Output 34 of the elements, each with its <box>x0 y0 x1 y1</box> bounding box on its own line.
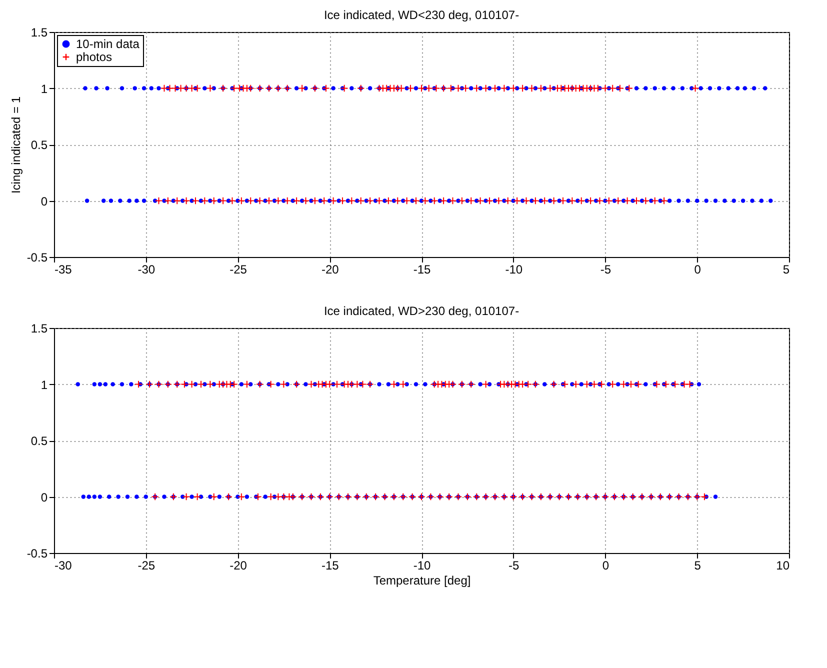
x-tick-label: -25 <box>230 262 248 276</box>
chart-title: Ice indicated, WD>230 deg, 010107- <box>324 304 520 318</box>
y-tick-label: -0.5 <box>26 250 48 264</box>
y-axis-title: Icing indicated = 1 <box>8 96 23 194</box>
x-tick-label: -25 <box>138 558 156 572</box>
x-tick-label: -15 <box>413 262 431 276</box>
y-tick-label: 0.5 <box>30 434 48 448</box>
x-tick-label: -30 <box>138 262 156 276</box>
x-tick-label: 5 <box>694 558 702 572</box>
x-tick-label: 0 <box>694 262 702 276</box>
chart-title: Ice indicated, WD<230 deg, 010107- <box>324 8 520 22</box>
legend-label: photos <box>76 50 112 64</box>
y-tick-label: 0 <box>40 490 48 504</box>
x-tick-label: -10 <box>413 558 431 572</box>
x-tick-label: -5 <box>508 558 520 572</box>
y-tick-label: 1.5 <box>30 322 48 336</box>
x-tick-label: -35 <box>54 262 72 276</box>
x-tick-label: -30 <box>54 558 72 572</box>
y-tick-label: 1 <box>40 82 48 96</box>
x-tick-label: -5 <box>600 262 612 276</box>
y-tick-label: 1 <box>40 378 48 392</box>
y-tick-label: -0.5 <box>26 546 48 560</box>
x-tick-label: -20 <box>230 558 248 572</box>
y-tick-label: 0 <box>40 194 48 208</box>
x-tick-label: 10 <box>776 558 790 572</box>
x-axis-title: Temperature [deg] <box>373 574 471 588</box>
x-tick-label: 0 <box>602 558 610 572</box>
legend-label: 10-min data <box>76 37 140 51</box>
x-tick-label: -15 <box>321 558 340 572</box>
x-tick-label: -20 <box>321 262 340 276</box>
y-tick-label: 1.5 <box>30 26 48 40</box>
x-tick-label: 5 <box>782 262 790 276</box>
x-tick-label: -10 <box>505 262 523 276</box>
y-tick-label: 0.5 <box>30 138 48 152</box>
